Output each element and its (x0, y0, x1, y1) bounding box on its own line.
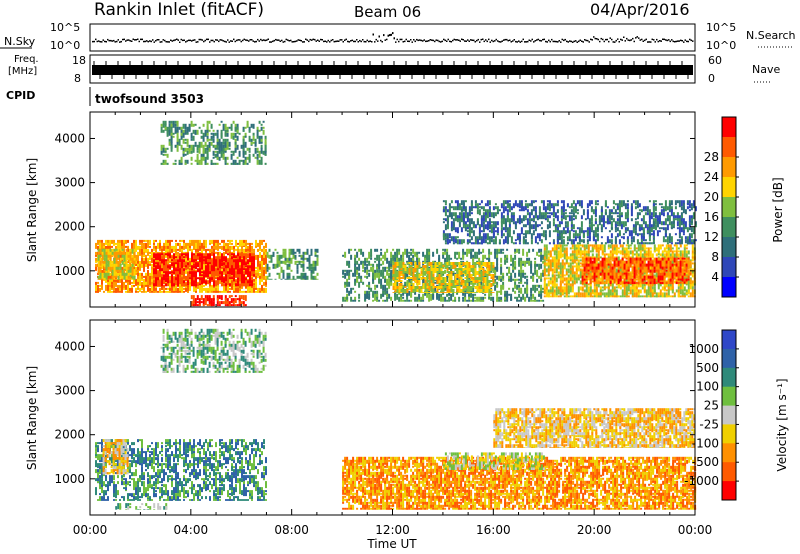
colorbar-segment (722, 177, 736, 198)
data-region (342, 456, 697, 510)
colorbar-segment (722, 157, 736, 178)
data-region (581, 257, 692, 285)
colorbar-segment (722, 367, 736, 388)
y-tick-label: 1000 (54, 472, 85, 486)
date-title: 04/Apr/2016 (590, 0, 690, 19)
velocity-cbar-tick: 100 (696, 380, 719, 394)
nave-tick-top: 60 (708, 54, 722, 67)
data-region (97, 248, 136, 280)
freq-trace-ticks (93, 61, 689, 79)
power-cbar-tick: 4 (711, 270, 719, 284)
data-region (190, 295, 247, 307)
data-region (115, 503, 168, 510)
nave-tick-bottom: 0 (708, 72, 715, 85)
colorbar-segment (722, 217, 736, 238)
y-tick-label: 4000 (54, 131, 85, 145)
y-tick-label: 2000 (54, 428, 85, 442)
velocity-colorbar: 1000 500 100 25 -25 -100 -500 -1000 (684, 329, 739, 501)
time-tick-labels: 00:00 04:00 08:00 12:00 16:00 20:00 00:00 (73, 523, 713, 537)
freq-trace (92, 65, 693, 75)
freq-label: Freq. (14, 54, 39, 65)
power-cbar-tick: 8 (711, 250, 719, 264)
velocity-cbar-tick: -1000 (684, 474, 719, 488)
colorbar-segment (722, 237, 736, 258)
data-region (160, 120, 267, 165)
power-cbar-label: Power [dB] (771, 177, 785, 242)
freq-tick-bottom: 8 (74, 72, 81, 85)
velocity-cbar-tick: -500 (692, 455, 719, 469)
colorbar-segment (722, 117, 736, 138)
power-cbar-tick: 12 (704, 230, 719, 244)
nsky-strip-frame (89, 23, 696, 52)
power-cbar-tick: 24 (704, 170, 719, 184)
y-tick-label: 1000 (54, 264, 85, 278)
velocity-cbar-tick: 500 (696, 361, 719, 375)
nsky-tick-bottom: 10^0 (50, 39, 80, 52)
velocity-cbar-tick: 1000 (688, 342, 719, 356)
data-region (442, 452, 545, 470)
velocity-cbar-tick: -25 (699, 417, 719, 431)
velocity-cbar-tick: 25 (704, 399, 719, 413)
colorbar-segment (722, 386, 736, 407)
x-tick-label: 08:00 (274, 523, 309, 537)
data-region (160, 328, 267, 373)
colorbar-segment (722, 137, 736, 158)
colorbar-segment (722, 462, 736, 482)
power-cbar-tick: 28 (704, 150, 719, 164)
x-tick-label: 20:00 (577, 523, 612, 537)
nsearch-label: N.Search (746, 29, 796, 42)
power-colorbar: 4 8 12 16 20 24 28 (704, 116, 739, 298)
colorbar-segment (722, 424, 736, 444)
freq-unit-label: [MHz] (8, 66, 37, 77)
power-cbar-tick: 16 (704, 210, 719, 224)
x-tick-label: 04:00 (174, 523, 209, 537)
x-tick-label: 00:00 (73, 523, 108, 537)
colorbar-segment (722, 405, 736, 425)
velocity-axes: 1000 2000 3000 4000 (54, 320, 696, 515)
y-tick-label: 2000 (54, 220, 85, 234)
freq-strip-frame (89, 54, 696, 84)
y-tick-label: 3000 (54, 176, 85, 190)
cpid-label: CPID (6, 89, 35, 102)
colorbar-segment (722, 348, 736, 369)
nsky-trace (92, 32, 694, 43)
beam-title: Beam 06 (354, 3, 421, 21)
velocity-ylabel: Slant Range [km] (25, 366, 39, 470)
data-region (493, 408, 696, 448)
velocity-heatmap (95, 328, 697, 510)
colorbar-segment (722, 330, 736, 350)
colorbar-segment (722, 257, 736, 278)
nave-label: Nave (752, 63, 780, 76)
x-tick-label: 16:00 (476, 523, 511, 537)
velocity-cbar-label: Velocity [m s⁻¹] (775, 378, 789, 471)
nsky-tick-top: 10^5 (50, 21, 80, 34)
cpid-value: twofsound 3503 (95, 92, 204, 106)
nsearch-tick-top: 10^5 (706, 21, 736, 34)
freq-tick-top: 18 (72, 54, 86, 67)
data-region (266, 248, 319, 280)
data-region (342, 248, 545, 302)
colorbar-segment (722, 481, 736, 501)
x-tick-label: 00:00 (678, 523, 713, 537)
power-heatmap (95, 120, 697, 307)
time-axis-label: Time UT (366, 537, 417, 551)
station-title: Rankin Inlet (fitACF) (94, 0, 264, 20)
colorbar-segment (722, 443, 736, 463)
data-region (392, 262, 495, 293)
velocity-cbar-tick: -100 (692, 436, 719, 450)
nsearch-tick-bottom: 10^0 (706, 39, 736, 52)
data-region (102, 439, 129, 475)
y-tick-label: 4000 (54, 339, 85, 353)
nsky-label: N.Sky (4, 35, 36, 48)
power-cbar-tick: 20 (704, 190, 719, 204)
colorbar-segment (722, 277, 736, 298)
colorbar-segment (722, 197, 736, 218)
power-axes: 1000 2000 3000 4000 (54, 112, 696, 307)
power-ylabel: Slant Range [km] (25, 158, 39, 262)
data-region (153, 253, 255, 287)
data-region (442, 200, 697, 245)
x-tick-label: 12:00 (375, 523, 410, 537)
y-tick-label: 3000 (54, 384, 85, 398)
